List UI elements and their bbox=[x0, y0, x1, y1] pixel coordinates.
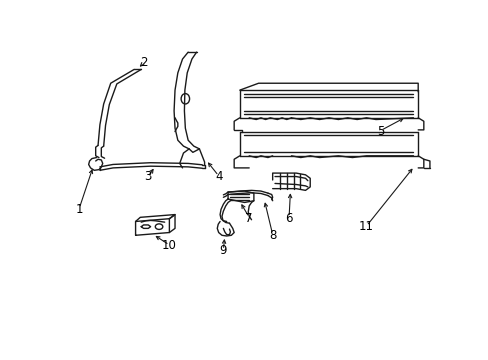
Text: 2: 2 bbox=[140, 56, 147, 69]
Text: 7: 7 bbox=[245, 212, 252, 225]
Text: 5: 5 bbox=[376, 125, 384, 138]
Text: 8: 8 bbox=[268, 229, 276, 242]
Text: 3: 3 bbox=[144, 170, 152, 183]
Text: 10: 10 bbox=[162, 239, 177, 252]
Text: 9: 9 bbox=[219, 244, 226, 257]
Text: 1: 1 bbox=[75, 203, 83, 216]
Text: 11: 11 bbox=[358, 220, 373, 233]
Text: 6: 6 bbox=[285, 212, 292, 225]
Text: 4: 4 bbox=[215, 170, 222, 183]
